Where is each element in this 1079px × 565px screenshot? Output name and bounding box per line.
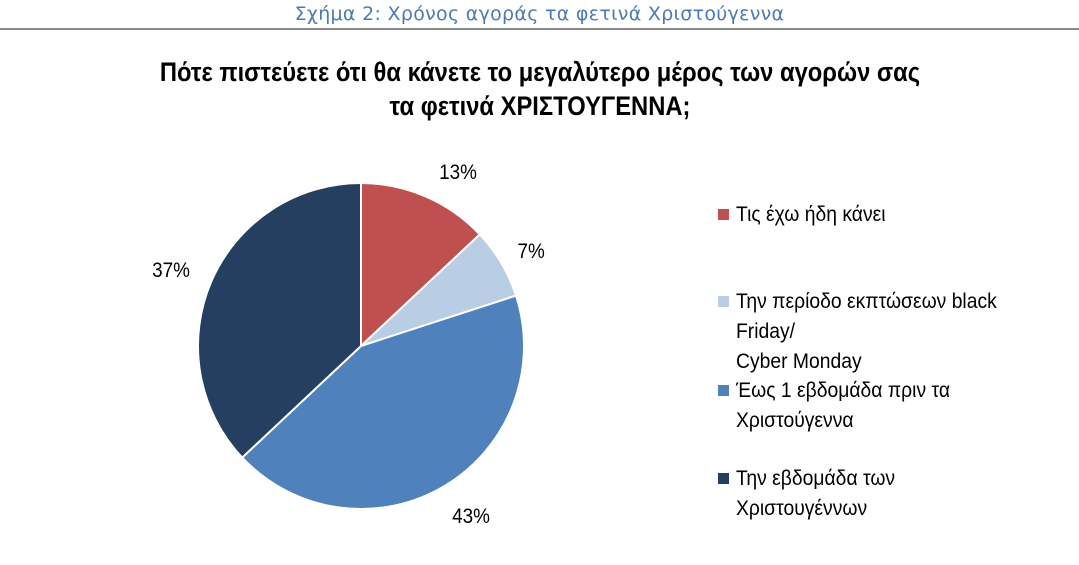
chart-title: Πότε πιστεύετε ότι θα κάνετε το μεγαλύτε… [118, 55, 963, 123]
legend-label: Τις έχω ήδη κάνει [736, 203, 886, 226]
legend-label: Την εβδομάδα των Χριστουγέννων [736, 467, 896, 520]
caption-divider [0, 28, 1079, 30]
legend-label: Έως 1 εβδομάδα πριν τα Χριστούγεννα [736, 379, 951, 432]
legend-item-week-before: Έως 1 εβδομάδα πριν τα Χριστούγεννα [718, 376, 1056, 436]
legend-swatch [718, 385, 729, 396]
legend-item-christmas-week: Την εβδομάδα των Χριστουγέννων [718, 464, 1056, 524]
chart-title-line-2: τα φετινά ΧΡΙΣΤΟΥΓΕΝΝΑ; [389, 91, 691, 121]
data-label-christmas-week: 37% [152, 259, 190, 282]
legend-item-already-done: Τις έχω ήδη κάνει [718, 200, 1056, 230]
legend-swatch [718, 296, 729, 307]
legend-swatch [718, 473, 729, 484]
data-label-black-friday: 7% [517, 240, 545, 263]
pie-slice-week-before [240, 294, 525, 510]
data-label-already-done: 13% [439, 161, 477, 184]
data-label-week-before: 43% [452, 505, 490, 528]
pie-slice-christmas-week [197, 181, 362, 459]
legend-swatch [718, 209, 729, 220]
legend-item-black-friday: Την περίοδο εκπτώσεων black Friday/ Cybe… [718, 287, 1056, 377]
pie-slice-already-done [360, 181, 482, 349]
legend-label: Την περίοδο εκπτώσεων black Friday/ Cybe… [736, 290, 997, 373]
figure-caption: Σχήμα 2: Χρόνος αγοράς τα φετινά Χριστού… [294, 3, 785, 25]
chart-title-line-1: Πότε πιστεύετε ότι θα κάνετε το μεγαλύτε… [159, 57, 921, 87]
